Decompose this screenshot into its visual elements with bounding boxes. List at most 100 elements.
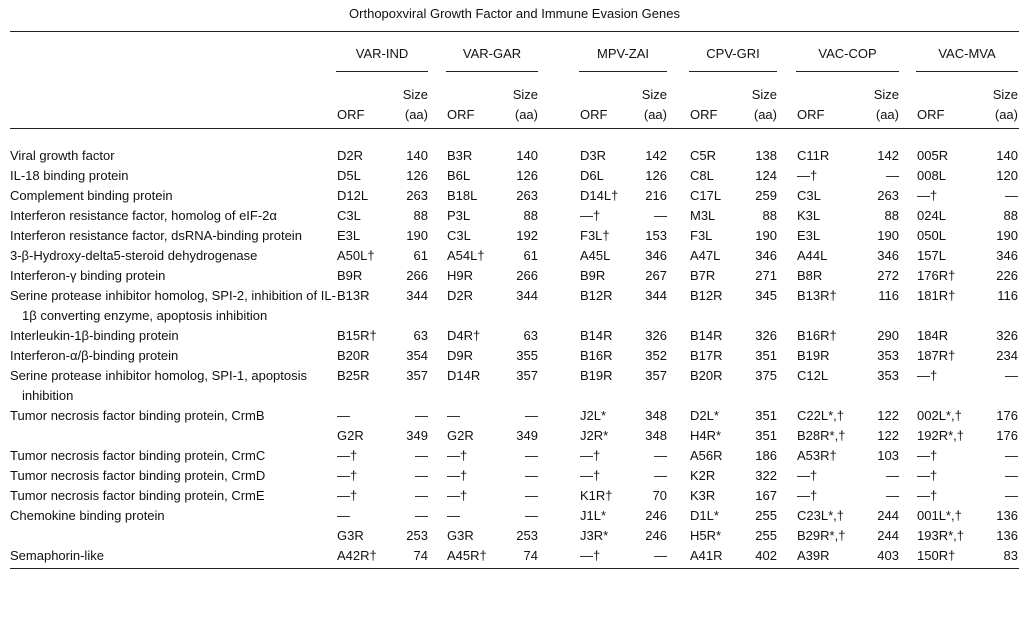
orf-cell: D4R† [447,328,481,343]
size-cell: 346 [877,248,899,263]
size-cell: 88 [1003,208,1018,223]
size-cell: 74 [523,548,538,563]
size-cell: — [654,208,667,223]
size-cell: 122 [877,408,899,423]
orf-cell: 024L [917,208,946,223]
orf-cell: 181R† [917,288,956,303]
size-cell: 349 [406,428,428,443]
size-cell: 403 [877,548,899,563]
orf-cell: B9R [580,268,606,283]
size-cell: 226 [996,268,1018,283]
size-cell: 116 [997,288,1018,303]
size-cell: 351 [755,348,777,363]
orf-cell: — [337,508,350,523]
orf-cell: J2L* [580,408,607,423]
size-cell: 345 [755,288,777,303]
row-label: Semaphorin-like [10,548,104,563]
size-cell: — [654,448,667,463]
size-cell: — [1005,188,1018,203]
size-cell: 124 [755,168,777,183]
orf-cell: D2R [447,288,474,303]
orf-cell: B6L [447,168,471,183]
orf-cell: B28R*,† [797,428,846,443]
orf-cell: H5R* [690,528,722,543]
orf-cell: A44L [797,248,828,263]
size-cell: 136 [996,508,1018,523]
size-cell: 88 [413,208,428,223]
orf-cell: A53R† [797,448,837,463]
size-cell: 83 [1003,548,1018,563]
size-cell: 267 [645,268,667,283]
orf-cell: K3L [797,208,821,223]
row-label: Interferon-α/β-binding protein [10,348,179,363]
row-label: IL-18 binding protein [10,168,129,183]
orf-cell: —† [797,468,818,483]
size-cell: 266 [406,268,428,283]
orf-cell: 192R*,† [917,428,964,443]
orf-cell: A39R [797,548,830,563]
orf-cell: 050L [917,228,946,243]
size-cell: 190 [877,228,899,243]
size-cell: 61 [413,248,428,263]
row-label: Interferon resistance factor, homolog of… [10,208,277,223]
subheader: Size (aa) [873,87,899,122]
orf-cell: E3L [797,228,821,243]
size-cell: 142 [877,148,899,163]
subheader: ORF [447,107,475,122]
size-cell: 326 [645,328,667,343]
size-cell: 348 [645,428,667,443]
size-cell: 266 [516,268,538,283]
orf-cell: B19R [580,368,613,383]
size-cell: 344 [516,288,538,303]
row-label: 3-β-Hydroxy-delta5-steroid dehydrogenase [10,248,258,263]
orf-cell: C5R [690,148,717,163]
size-cell: 153 [645,228,667,243]
size-cell: — [1005,368,1018,383]
size-cell: 351 [755,408,777,423]
size-cell: — [1005,488,1018,503]
size-cell: 402 [755,548,777,563]
size-cell: 167 [755,488,777,503]
orf-cell: B13R [337,288,370,303]
size-cell: 326 [996,328,1018,343]
orf-cell: F3L [690,228,713,243]
size-cell: 244 [877,528,899,543]
size-cell: 346 [996,248,1018,263]
row-label: Tumor necrosis factor binding protein, C… [10,488,265,503]
size-cell: 140 [406,148,428,163]
orf-cell: 005R [917,148,949,163]
size-cell: 326 [755,328,777,343]
size-cell: 136 [996,528,1018,543]
orf-cell: C8L [690,168,714,183]
orf-cell: F3L† [580,228,610,243]
orf-cell: D1L* [690,508,719,523]
orf-cell: A56R [690,448,723,463]
orf-cell: 157L [917,248,946,263]
orf-cell: J1L* [580,508,607,523]
orf-cell: E3L [337,228,361,243]
size-cell: 186 [755,448,777,463]
orf-cell: D14R [447,368,481,383]
orf-cell: B20R [690,368,723,383]
orf-cell: 150R† [917,548,956,563]
size-cell: 138 [755,148,777,163]
orf-cell: B8R [797,268,823,283]
size-cell: 190 [996,228,1018,243]
orf-cell: P3L [447,208,471,223]
size-cell: 357 [516,368,538,383]
size-cell: 263 [406,188,428,203]
size-cell: 140 [516,148,538,163]
orf-cell: H9R [447,268,474,283]
row-label: Interferon-γ binding protein [10,268,166,283]
orf-cell: — [447,408,460,423]
subheader: ORF [580,107,608,122]
orf-cell: B20R [337,348,370,363]
group-header: VAC-COP [818,46,877,61]
orf-cell: D14L† [580,188,619,203]
orf-cell: B18L [447,188,478,203]
size-cell: 246 [645,528,667,543]
orf-cell: B19R [797,348,830,363]
subheader: ORF [917,107,945,122]
orf-cell: D12L [337,188,369,203]
orf-cell: J2R* [580,428,609,443]
